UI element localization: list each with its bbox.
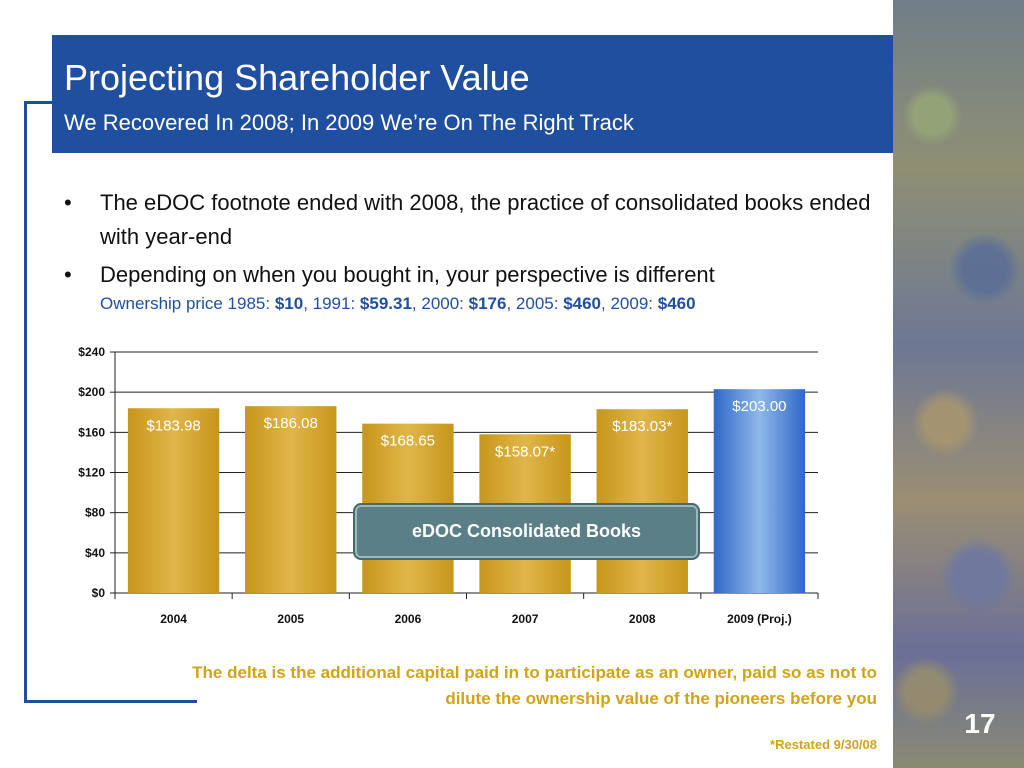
bar — [127, 408, 220, 593]
ownership-prefix: Ownership price 1985: — [100, 294, 275, 313]
decorative-background-art — [893, 0, 1024, 768]
y-tick-label: $0 — [92, 586, 106, 600]
y-tick-label: $160 — [78, 425, 105, 439]
edoc-consolidated-books-callout: eDOC Consolidated Books — [353, 503, 700, 560]
data-label: $186.08 — [264, 415, 318, 432]
bullet-dot: • — [64, 262, 72, 287]
x-tick-label: 2008 — [629, 612, 656, 626]
bullet-item: • Depending on when you bought in, your … — [64, 258, 874, 292]
ownership-sep-2000: , 2000: — [411, 294, 469, 313]
bullet-item: • The eDOC footnote ended with 2008, the… — [64, 186, 874, 254]
price-2009: $460 — [657, 294, 696, 313]
bullet-list: • The eDOC footnote ended with 2008, the… — [64, 186, 874, 316]
data-label: $203.00 — [732, 398, 786, 415]
price-1991: $59.31 — [359, 294, 412, 313]
ownership-sep-2009: , 2009: — [601, 294, 658, 313]
ownership-price-line: Ownership price 1985: $10, 1991: $59.31,… — [100, 292, 874, 316]
y-tick-label: $240 — [78, 345, 105, 359]
ownership-sep-2005: , 2005: — [506, 294, 564, 313]
price-1985: $10 — [274, 294, 304, 313]
data-label: $183.98 — [146, 417, 200, 434]
data-label: $168.65 — [381, 433, 435, 450]
ownership-sep-1991: , 1991: — [303, 294, 360, 313]
bar — [596, 409, 688, 593]
price-2005: $460 — [563, 294, 602, 313]
restated-note: *Restated 9/30/08 — [770, 737, 877, 752]
x-tick-label: 2004 — [160, 612, 187, 626]
data-label: $158.07* — [495, 443, 555, 460]
x-tick-label: 2007 — [512, 612, 539, 626]
bar — [245, 406, 337, 593]
bullet-text: Depending on when you bought in, your pe… — [100, 262, 715, 287]
page-title: Projecting Shareholder Value — [64, 57, 530, 98]
page-subtitle: We Recovered In 2008; In 2009 We’re On T… — [64, 110, 634, 135]
price-2000: $176 — [468, 294, 507, 313]
data-label: $183.03* — [612, 418, 672, 435]
title-band — [52, 35, 893, 153]
y-tick-label: $200 — [78, 385, 105, 399]
page-number: 17 — [964, 708, 996, 739]
y-tick-label: $40 — [85, 546, 105, 560]
bullet-text: The eDOC footnote ended with 2008, the p… — [100, 190, 871, 249]
x-tick-label: 2009 (Proj.) — [727, 612, 792, 626]
x-tick-label: 2005 — [277, 612, 304, 626]
y-tick-label: $80 — [85, 506, 105, 520]
x-tick-label: 2006 — [395, 612, 422, 626]
y-tick-label: $120 — [78, 466, 105, 480]
bar-chart: $0 $40 $80 $120 $160 $200 $240 $183.98 2004 $186.… — [78, 345, 819, 626]
delta-explanation: The delta is the additional capital paid… — [192, 663, 877, 708]
bar — [713, 389, 806, 593]
bullet-dot: • — [64, 190, 72, 215]
